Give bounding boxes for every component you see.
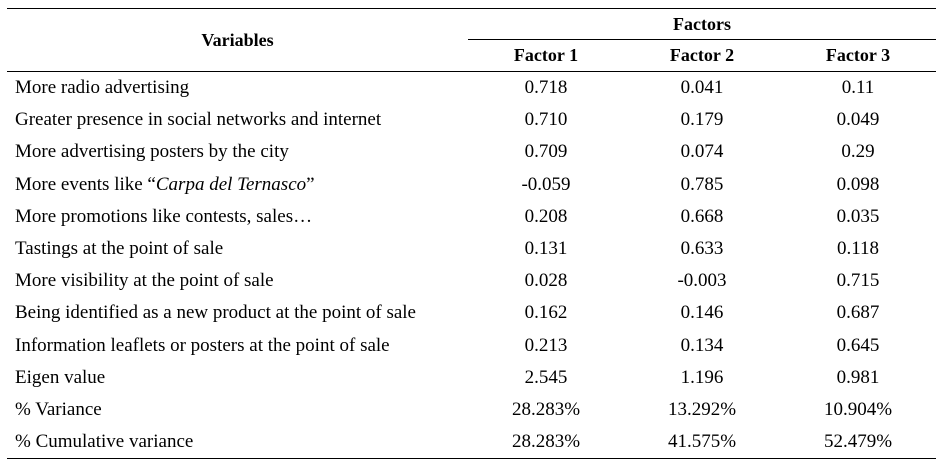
factor-3-value: 10.904% [823,398,893,420]
factor-1-value: 0.162 [524,302,568,324]
factor-2-value: 13.292% [667,398,737,420]
factor-3-value: 0.098 [836,173,880,195]
factor-3-header: Factor 3 [780,39,936,72]
factor-1-value: 0.208 [524,205,568,227]
factor-1-value: 28.283% [511,398,581,420]
factor-3-value: 0.687 [836,302,880,324]
factor-2-value: 0.633 [680,238,724,260]
factor-3-value: 0.049 [836,109,880,131]
table-row: More events like “Carpa del Ternasco” -0… [7,169,936,201]
factor-table-container: Variables Factors Factor 1 Factor 2 Fact… [7,8,936,460]
row-label-prefix: More events like “ [15,173,156,195]
factor-1-value: 0.709 [524,141,568,163]
factor-3-value: 0.29 [841,141,875,163]
table-row: Greater presence in social networks and … [7,104,936,136]
row-label: Greater presence in social networks and … [15,109,382,131]
factor-1-value: 0.710 [524,109,568,131]
factor-2-value: 41.575% [624,426,780,460]
factor-1-value: 28.283% [468,426,624,460]
factor-1-value: 0.718 [524,77,568,99]
factor-1-value: -0.059 [521,173,571,195]
row-label: Being identified as a new product at the… [15,302,416,324]
factor-2-value: 0.668 [680,205,724,227]
table-row: % Variance 28.283% 13.292% 10.904% [7,394,936,426]
factor-1-value: 0.028 [524,270,568,292]
table-row: Being identified as a new product at the… [7,297,936,329]
row-label: More visibility at the point of sale [15,270,274,292]
table-row: Eigen value 2.545 1.196 0.981 [7,362,936,394]
factor-2-header: Factor 2 [624,39,780,72]
row-label: More promotions like contests, sales… [15,205,313,227]
row-label: % Variance [15,398,102,420]
table-row: % Cumulative variance 28.283% 41.575% 52… [7,426,936,460]
factor-1-value: 0.131 [524,238,568,260]
table-row: Information leaflets or posters at the p… [7,330,936,362]
table-row: More promotions like contests, sales… 0.… [7,201,936,233]
factor-3-value: 0.645 [836,334,880,356]
factor-3-value: 0.11 [841,77,875,99]
factor-2-value: 0.074 [680,141,724,163]
factor-3-value: 0.715 [836,270,880,292]
table-row: Tastings at the point of sale 0.131 0.63… [7,233,936,265]
factor-1-value: 2.545 [524,366,568,388]
factor-3-value: 52.479% [780,426,936,460]
row-label-italic: Carpa del Ternasco [155,173,307,195]
row-label: Tastings at the point of sale [15,238,224,260]
table-row: More advertising posters by the city 0.7… [7,136,936,168]
table-row: More visibility at the point of sale 0.0… [7,265,936,297]
table-body: More radio advertising 0.718 0.041 0.11 … [7,72,936,460]
row-label: More advertising posters by the city [15,141,289,163]
factor-2-value: 0.179 [680,109,724,131]
factor-2-value: 0.134 [680,334,724,356]
factor-2-value: 0.041 [680,77,724,99]
factor-analysis-table: Variables Factors Factor 1 Factor 2 Fact… [7,8,936,460]
factor-3-value: 0.035 [836,205,880,227]
row-label: Information leaflets or posters at the p… [15,334,390,356]
factor-3-value: 0.118 [836,238,880,260]
factor-2-value: 1.196 [680,366,724,388]
row-label: More events like “Carpa del Ternasco” [7,169,468,201]
row-label: More radio advertising [15,77,190,99]
factor-1-value: 0.213 [524,334,568,356]
row-label: Eigen value [15,366,106,388]
factor-1-header: Factor 1 [468,39,624,72]
factor-2-value: 0.146 [680,302,724,324]
row-label-suffix: ” [306,173,315,195]
factor-2-value: -0.003 [677,270,727,292]
row-label: % Cumulative variance [7,426,468,460]
factor-3-value: 0.981 [836,366,880,388]
table-header: Variables Factors Factor 1 Factor 2 Fact… [7,8,936,72]
variables-header: Variables [7,8,468,72]
factors-header: Factors [468,8,936,40]
factor-2-value: 0.785 [680,173,724,195]
table-row: More radio advertising 0.718 0.041 0.11 [7,72,936,105]
